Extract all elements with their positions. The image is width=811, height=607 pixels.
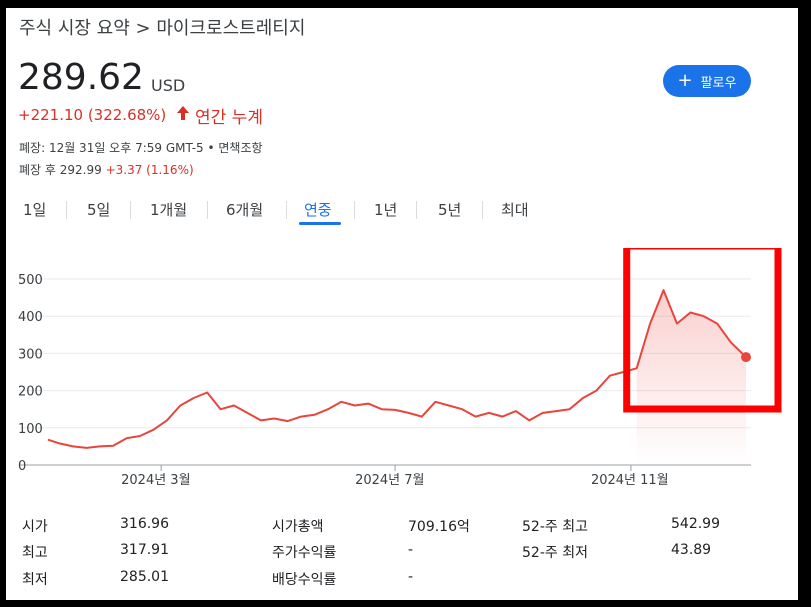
tab-ytd[interactable]: 연중 bbox=[304, 201, 332, 219]
tab-divider bbox=[130, 201, 131, 219]
stat-label: 최고 bbox=[22, 545, 48, 561]
y-tick-label: 200 bbox=[18, 385, 43, 400]
stat-value: 316.96 bbox=[120, 516, 169, 532]
tab-divider bbox=[286, 201, 287, 219]
tab-divider bbox=[207, 201, 208, 219]
x-tick-label: 2024년 11월 bbox=[591, 473, 669, 488]
stat-label: 주가수익률 bbox=[272, 545, 337, 561]
after-hours: 폐장 후 292.99 +3.37 (1.16%) bbox=[19, 161, 194, 178]
stat-label: 최저 bbox=[22, 572, 48, 588]
stat-value: - bbox=[408, 542, 414, 558]
highlight-box bbox=[623, 248, 782, 413]
breadcrumb-separator: > bbox=[135, 18, 151, 39]
stat-label: 시가총액 bbox=[272, 519, 324, 535]
stat-label: 52-주 최고 bbox=[522, 519, 588, 535]
stat-value: 43.89 bbox=[671, 542, 712, 558]
tab-5y[interactable]: 5년 bbox=[438, 201, 462, 219]
breadcrumb-current: 마이크로스트레티지 bbox=[156, 18, 306, 39]
tab-divider bbox=[354, 201, 355, 219]
currency-label: USD bbox=[151, 76, 186, 95]
key-stats: 시가 316.96 최고 317.91 최저 285.01 시가총액 709.1… bbox=[6, 504, 798, 594]
tab-divider bbox=[66, 201, 67, 219]
y-tick-label: 400 bbox=[18, 310, 43, 325]
tab-6m[interactable]: 6개월 bbox=[226, 201, 264, 219]
stat-value: 285.01 bbox=[120, 569, 169, 585]
y-tick-label: 500 bbox=[18, 273, 43, 288]
last-price-point bbox=[741, 352, 751, 363]
breadcrumb: 주식 시장 요약 > 마이크로스트레티지 bbox=[19, 14, 305, 40]
range-tabs: 1일 5일 1개월 6개월 연중 1년 5년 최대 bbox=[6, 193, 798, 225]
tab-1d[interactable]: 1일 bbox=[23, 201, 47, 219]
tab-divider bbox=[482, 201, 483, 219]
stock-summary-panel: 주식 시장 요약 > 마이크로스트레티지 289.62 USD +221.10 … bbox=[6, 8, 798, 600]
stat-value: 542.99 bbox=[671, 516, 720, 532]
y-tick-label: 100 bbox=[18, 422, 43, 437]
change-period: 연간 누계 bbox=[195, 108, 263, 128]
follow-button-label: 팔로우 bbox=[700, 75, 737, 91]
stat-value: 709.16억 bbox=[408, 519, 470, 535]
plus-icon: + bbox=[677, 70, 693, 91]
x-tick-label: 2024년 3월 bbox=[121, 473, 190, 488]
stat-label: 배당수익률 bbox=[272, 572, 337, 588]
price-area bbox=[636, 290, 746, 465]
stat-value: 317.91 bbox=[120, 542, 169, 558]
close-info: 폐장: 12월 31일 오후 7:59 GMT-5 • 면책조항 bbox=[19, 141, 263, 155]
follow-button[interactable]: + 팔로우 bbox=[663, 65, 751, 97]
stat-value: - bbox=[408, 569, 414, 585]
tab-divider bbox=[416, 201, 417, 219]
arrow-up-icon bbox=[177, 106, 189, 120]
tab-max[interactable]: 최대 bbox=[501, 201, 529, 219]
tab-5d[interactable]: 5일 bbox=[87, 201, 111, 219]
after-hours-change: +3.37 (1.16%) bbox=[105, 163, 194, 177]
tab-1y[interactable]: 1년 bbox=[374, 201, 398, 219]
active-tab-indicator bbox=[299, 222, 341, 225]
breadcrumb-parent[interactable]: 주식 시장 요약 bbox=[19, 18, 130, 39]
stat-label: 시가 bbox=[22, 519, 48, 535]
tab-1m[interactable]: 1개월 bbox=[150, 201, 188, 219]
price-change: +221.10 (322.68%) bbox=[18, 106, 167, 124]
after-hours-label: 폐장 후 292.99 bbox=[19, 163, 102, 177]
x-tick-label: 2024년 7월 bbox=[355, 473, 424, 488]
price-chart[interactable]: 500 400 300 200 100 0 2024년 3월 2024년 7월 2024년 1… bbox=[6, 248, 798, 498]
y-tick-label: 0 bbox=[18, 459, 26, 474]
stat-label: 52-주 최저 bbox=[522, 545, 588, 561]
stock-price: 289.62 bbox=[18, 57, 144, 98]
y-tick-label: 300 bbox=[18, 347, 43, 362]
